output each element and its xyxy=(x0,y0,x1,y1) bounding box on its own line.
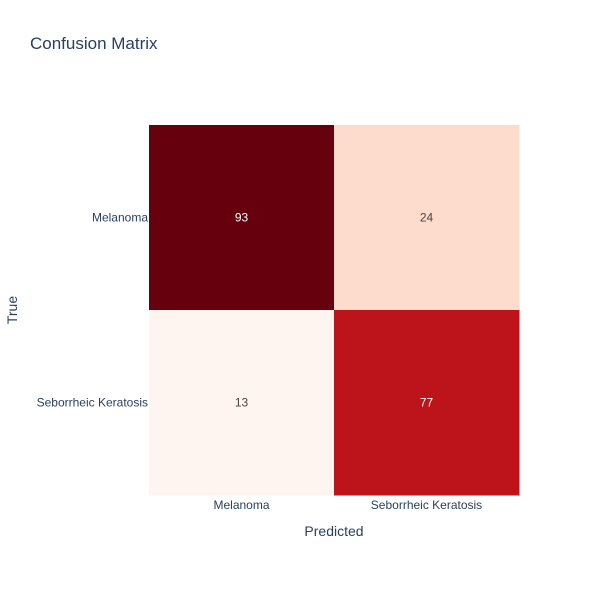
heatmap-cell xyxy=(334,310,520,496)
x-tick-label: Melanoma xyxy=(213,498,269,512)
heatmap-cell-value: 77 xyxy=(420,396,434,410)
chart-title: Confusion Matrix xyxy=(30,34,158,53)
heatmap-cell-value: 24 xyxy=(420,211,434,225)
heatmap-cell xyxy=(334,125,520,311)
heatmap-cell xyxy=(149,125,335,311)
heatmap-cell xyxy=(149,310,335,496)
y-tick-label: Seborrheic Keratosis xyxy=(37,396,148,410)
x-axis-title: Predicted xyxy=(304,523,363,539)
x-tick-label: Seborrheic Keratosis xyxy=(371,498,482,512)
heatmap-cell-value: 93 xyxy=(235,211,249,225)
y-tick-label: Melanoma xyxy=(92,211,148,225)
heatmap-cell-labels: 93 24 13 77 xyxy=(235,211,434,410)
heatmap-cells xyxy=(149,125,520,496)
y-axis-title: True xyxy=(4,296,20,324)
x-axis-ticks: Melanoma Seborrheic Keratosis xyxy=(213,498,482,512)
y-axis-ticks: Melanoma Seborrheic Keratosis xyxy=(37,211,149,410)
heatmap-cell-value: 13 xyxy=(235,396,249,410)
